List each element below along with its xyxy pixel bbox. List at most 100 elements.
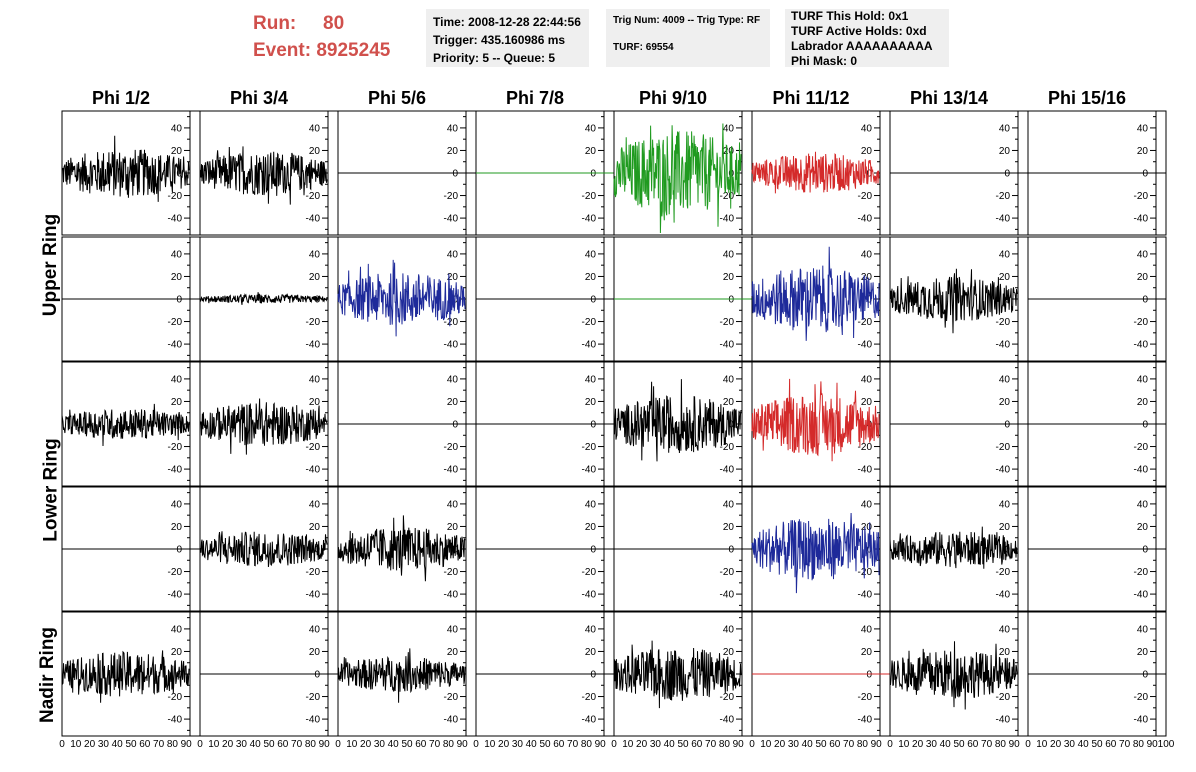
x-tick-label: 100 <box>1158 739 1175 750</box>
y-tick-label: -20 <box>996 317 1011 328</box>
x-tick-label: 0 <box>59 739 65 750</box>
y-tick-label: -40 <box>858 465 873 476</box>
x-tick-label: 50 <box>401 739 413 750</box>
y-tick-label: -40 <box>306 465 321 476</box>
y-tick-label: 40 <box>999 249 1011 260</box>
y-tick-label: 0 <box>452 670 458 681</box>
y-tick-label: -20 <box>306 442 321 453</box>
y-tick-label: -20 <box>168 317 183 328</box>
run-value: 80 <box>323 13 345 34</box>
y-tick-label: -40 <box>996 465 1011 476</box>
x-tick-label: 60 <box>967 739 979 750</box>
y-tick-label: 0 <box>452 169 458 180</box>
x-tick-label: 70 <box>567 739 579 750</box>
x-tick-label: 60 <box>691 739 703 750</box>
x-tick-label: 40 <box>250 739 262 750</box>
y-tick-label: 40 <box>585 249 597 260</box>
y-tick-label: 0 <box>1004 420 1010 431</box>
y-tick-label: 0 <box>176 545 182 556</box>
x-tick-label: 20 <box>498 739 510 750</box>
labrador-text: Labrador AAAAAAAAAA <box>791 39 933 53</box>
waveform-trace <box>889 268 1018 334</box>
y-tick-label: -20 <box>720 442 735 453</box>
y-tick-label: 0 <box>176 295 182 306</box>
y-tick-label: -40 <box>720 214 735 225</box>
y-tick-label: 40 <box>309 374 321 385</box>
x-tick-label: 60 <box>277 739 289 750</box>
y-tick-label: -40 <box>168 465 183 476</box>
y-tick-label: 40 <box>171 499 183 510</box>
waveform-trace <box>613 123 742 234</box>
y-tick-label: 40 <box>585 499 597 510</box>
y-tick-label: 0 <box>1142 545 1148 556</box>
waveform-trace <box>613 379 742 462</box>
y-tick-label: 20 <box>1137 522 1149 533</box>
y-tick-label: -40 <box>168 214 183 225</box>
y-tick-label: 20 <box>585 522 597 533</box>
x-tick-label: 70 <box>705 739 717 750</box>
x-tick-label: 50 <box>953 739 965 750</box>
x-tick-label: 70 <box>291 739 303 750</box>
y-tick-label: -40 <box>582 465 597 476</box>
x-tick-label: 20 <box>774 739 786 750</box>
y-tick-label: 20 <box>723 397 735 408</box>
y-tick-label: -20 <box>720 317 735 328</box>
y-tick-label: 20 <box>1137 272 1149 283</box>
y-tick-label: -40 <box>858 715 873 726</box>
y-tick-label: -20 <box>1134 442 1149 453</box>
y-tick-label: 20 <box>723 272 735 283</box>
waveform-trace <box>889 526 1018 569</box>
y-tick-label: 20 <box>309 647 321 658</box>
y-tick-label: -40 <box>996 340 1011 351</box>
y-tick-label: 20 <box>723 647 735 658</box>
y-tick-label: 40 <box>861 249 873 260</box>
column-header-phi-1-2: Phi 1/2 <box>91 88 151 108</box>
y-tick-label: -40 <box>1134 340 1149 351</box>
y-tick-label: 40 <box>999 123 1011 134</box>
x-tick-label: 60 <box>139 739 151 750</box>
x-tick-label: 40 <box>664 739 676 750</box>
turf-hold-text: TURF This Hold: 0x1 <box>791 9 909 23</box>
y-tick-label: 40 <box>171 374 183 385</box>
x-tick-label: 60 <box>1105 739 1117 750</box>
x-tick-label: 50 <box>815 739 827 750</box>
turf-active-text: TURF Active Holds: 0xd <box>791 24 927 38</box>
x-tick-label: 10 <box>484 739 496 750</box>
y-tick-label: -40 <box>858 590 873 601</box>
x-tick-label: 20 <box>84 739 96 750</box>
y-tick-label: -40 <box>996 214 1011 225</box>
y-tick-label: 0 <box>590 670 596 681</box>
y-tick-label: -20 <box>582 567 597 578</box>
x-tick-label: 30 <box>926 739 938 750</box>
y-tick-label: 40 <box>171 624 183 635</box>
y-tick-label: 40 <box>1137 249 1149 260</box>
y-tick-label: -20 <box>306 692 321 703</box>
x-tick-label: 40 <box>1078 739 1090 750</box>
x-tick-label: 0 <box>887 739 893 750</box>
y-tick-label: 40 <box>999 624 1011 635</box>
y-tick-label: -20 <box>306 191 321 202</box>
y-tick-label: -20 <box>858 191 873 202</box>
y-tick-label: 40 <box>309 249 321 260</box>
y-tick-label: -40 <box>444 340 459 351</box>
y-tick-label: 20 <box>447 272 459 283</box>
x-tick-label: 90 <box>1147 739 1159 750</box>
phi-mask-text: Phi Mask: 0 <box>791 54 858 68</box>
y-tick-label: -40 <box>582 715 597 726</box>
y-tick-label: 20 <box>309 397 321 408</box>
x-tick-label: 10 <box>346 739 358 750</box>
time-info-box: Time: 2008-12-28 22:44:56 Trigger: 435.1… <box>426 9 589 67</box>
y-tick-label: 20 <box>171 522 183 533</box>
x-tick-label: 0 <box>473 739 479 750</box>
y-tick-label: -40 <box>306 590 321 601</box>
y-tick-label: -20 <box>168 567 183 578</box>
